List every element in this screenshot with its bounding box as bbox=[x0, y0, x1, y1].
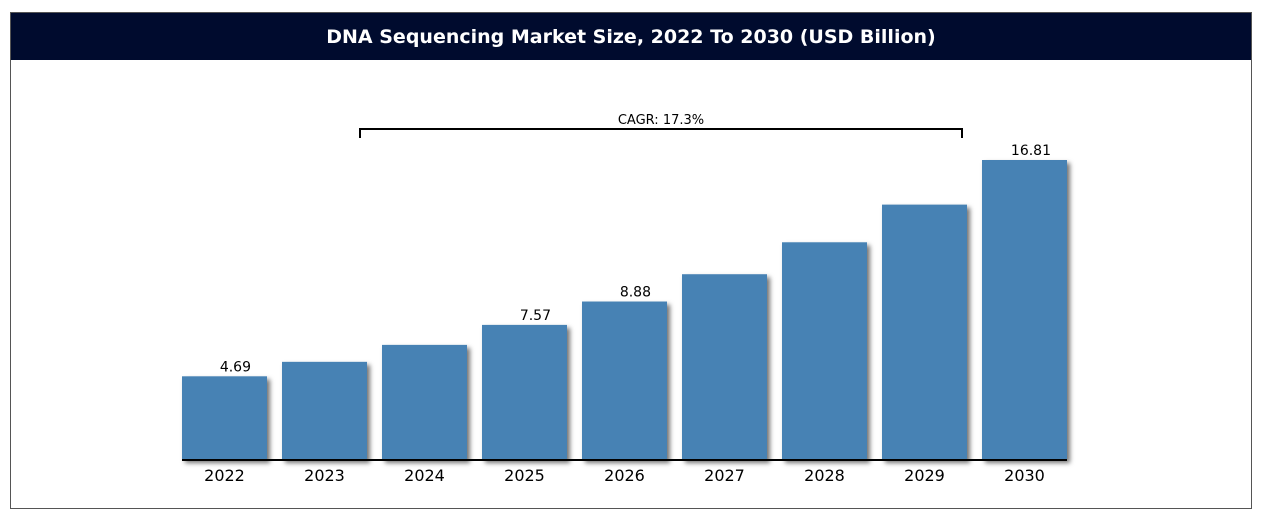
x-tick-label-2030: 2030 bbox=[1004, 466, 1045, 485]
bar-2026 bbox=[582, 301, 667, 460]
x-tick-label-2027: 2027 bbox=[704, 466, 745, 485]
cagr-annotation: CAGR: 17.3% bbox=[359, 113, 963, 138]
chart-title: DNA Sequencing Market Size, 2022 To 2030… bbox=[11, 13, 1251, 60]
x-tick-label-2028: 2028 bbox=[804, 466, 845, 485]
bar-2028 bbox=[782, 242, 867, 460]
x-tick-label-2024: 2024 bbox=[404, 466, 445, 485]
x-tick-label-2029: 2029 bbox=[904, 466, 945, 485]
bar-2027 bbox=[682, 274, 767, 460]
x-tick-label-2023: 2023 bbox=[304, 466, 345, 485]
bar-2023 bbox=[282, 361, 367, 460]
bar-2030 bbox=[982, 160, 1067, 460]
data-label-2025: 7.57 bbox=[520, 308, 551, 324]
bar-2025 bbox=[482, 324, 567, 460]
data-label-2030: 16.81 bbox=[1011, 143, 1051, 159]
cagr-bracket bbox=[359, 128, 963, 138]
data-label-2022: 4.69 bbox=[220, 359, 251, 375]
cagr-label: CAGR: 17.3% bbox=[618, 113, 704, 128]
data-label-2026: 8.88 bbox=[620, 285, 651, 301]
bar-2024 bbox=[382, 344, 467, 460]
x-tick-label-2026: 2026 bbox=[604, 466, 645, 485]
x-tick-label-2025: 2025 bbox=[504, 466, 545, 485]
bar-2029 bbox=[882, 204, 967, 460]
bar-2022 bbox=[182, 376, 267, 460]
x-tick-label-2022: 2022 bbox=[204, 466, 245, 485]
